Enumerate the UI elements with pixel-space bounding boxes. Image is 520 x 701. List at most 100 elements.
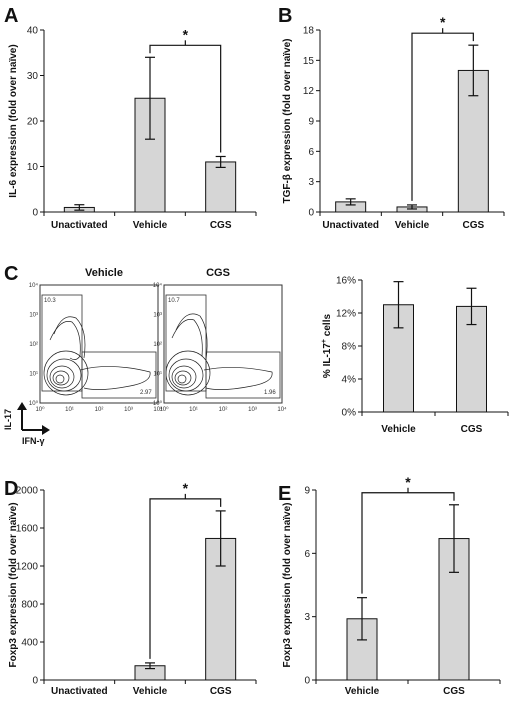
chart-tgfb: 0 3 6 9 12 15 18 Unactivated Vehicle CGS TGF-β exp… (282, 14, 505, 231)
flow-frame-vehicle (39, 284, 159, 404)
y-tick-label: 12% (336, 309, 356, 320)
gate-upper-value-cgs: 10.7 (168, 298, 180, 304)
bar-cgs (457, 69, 489, 213)
y-tick-label: 12 (303, 86, 315, 97)
y-tick-label: 18 (303, 26, 315, 37)
gate-upper-vehicle (41, 294, 83, 392)
y-tick-label: 0 (304, 676, 310, 687)
y-tick-label: 8% (342, 342, 357, 353)
gate-lower-vehicle (81, 351, 157, 399)
flow-x-tick-label: 10³ (124, 407, 133, 413)
category-label-cgs: CGS (461, 424, 483, 435)
category-label-vehicle: Vehicle (133, 686, 168, 697)
y-tick-label: 3 (308, 177, 314, 188)
flow-title-vehicle: Vehicle (85, 267, 123, 279)
panel-letter-e: E (278, 483, 291, 505)
significance-star: * (440, 14, 446, 30)
y-tick-label: 20 (27, 117, 39, 128)
y-tick-label: 2000 (16, 486, 39, 497)
category-label-vehicle: Vehicle (133, 220, 168, 231)
y-tick-label: 15 (303, 56, 315, 67)
category-label-cgs: CGS (210, 220, 232, 231)
y-tick-label: 0% (342, 408, 357, 419)
flow-x-axis-label: IFN-γ (22, 436, 45, 446)
y-tick-label: 16% (336, 276, 356, 287)
y-axis-label: Foxp3 expression (fold over naïve) (282, 502, 293, 667)
y-tick-label: 30 (27, 71, 39, 82)
category-label-cgs: CGS (462, 220, 484, 231)
category-label-vehicle: Vehicle (381, 424, 416, 435)
y-tick-label: 1600 (16, 524, 39, 535)
flow-axis-arrows: IL-17 IFN-γ (3, 402, 50, 446)
flow-x-tick-label: 10⁴ (277, 406, 287, 413)
category-label-vehicle: Vehicle (345, 686, 380, 697)
category-label-unactivated: Unactivated (51, 220, 108, 231)
flow-y-tick-label: 10² (29, 342, 38, 348)
significance-star: * (183, 480, 189, 496)
flow-y-tick-label: 10¹ (29, 372, 38, 378)
y-axis-label: % IL-17+ cells (321, 314, 333, 379)
flow-y-tick-label: 10¹ (153, 372, 162, 378)
flow-x-tick-label: 10¹ (189, 407, 198, 413)
panel-letter-c: C (4, 263, 18, 285)
flow-y-tick-label: 10² (153, 342, 162, 348)
y-axis-label: IL-6 expression (fold over naïve) (8, 44, 19, 197)
significance-bracket (411, 32, 474, 201)
bar-cgs (205, 161, 237, 213)
flow-plot-cgs: CGS 10.7 1.96 10⁰10⁰10¹10¹10²10²10³10³10… (153, 267, 287, 413)
y-tick-label: 0 (308, 208, 314, 219)
category-label-cgs: CGS (443, 686, 465, 697)
panel-letter-b: B (278, 5, 292, 27)
flow-y-axis-label: IL-17 (3, 409, 13, 430)
flow-x-tick-label: 10² (219, 407, 228, 413)
contour-density-vehicle (43, 316, 151, 396)
significance-star: * (183, 26, 189, 42)
flow-title-cgs: CGS (206, 267, 230, 279)
flow-x-tick-label: 10⁰ (159, 406, 169, 413)
contour-density-cgs (165, 313, 273, 396)
flow-plot-vehicle: Vehicle 10.3 2.97 10⁰10⁰10¹10¹10²10²10³1… (29, 267, 163, 413)
category-label-unactivated: Unactivated (51, 686, 108, 697)
chart-il6: 0 10 20 30 40 Unactivated Vehicle CGS IL-6 expre… (8, 26, 257, 231)
category-label-cgs: CGS (210, 686, 232, 697)
gate-lower-cgs (205, 351, 281, 399)
chart-foxp3-two-groups: 0 3 6 9 Vehicle CGS Foxp3 expression (fold ove… (282, 474, 501, 697)
flow-x-tick-label: 10¹ (65, 407, 74, 413)
y-tick-label: 10 (27, 162, 39, 173)
y-tick-label: 0 (32, 676, 38, 687)
flow-x-tick-label: 10⁰ (35, 406, 45, 413)
y-axis-label: Foxp3 expression (fold over naïve) (8, 502, 19, 667)
gate-lower-value-cgs: 1.96 (264, 390, 276, 396)
y-tick-label: 9 (308, 117, 314, 128)
flow-y-tick-label: 10⁴ (29, 282, 39, 289)
chart-il17-percent: 0% 4% 8% 12% 16% Vehicle CGS % IL-17+ cells (321, 276, 509, 435)
chart-foxp3-three-groups: 0 400 800 1200 1600 2000 Unactivated Vehicle CGS… (8, 480, 257, 697)
flow-y-tick-label: 10³ (153, 313, 162, 319)
significance-bracket (361, 492, 455, 594)
category-label-vehicle: Vehicle (395, 220, 430, 231)
y-tick-label: 800 (21, 600, 38, 611)
y-tick-label: 40 (27, 26, 39, 37)
y-tick-label: 0 (32, 208, 38, 219)
flow-x-tick-label: 10² (95, 407, 104, 413)
y-axis-label: TGF-β expression (fold over naïve) (282, 38, 293, 203)
flow-frame-cgs (163, 284, 283, 404)
flow-x-tick-label: 10³ (248, 407, 257, 413)
significance-star: * (405, 474, 411, 490)
category-label-unactivated: Unactivated (322, 220, 379, 231)
y-tick-label: 6 (308, 147, 314, 158)
flow-y-tick-label: 10⁰ (29, 400, 39, 407)
y-tick-label: 6 (304, 549, 310, 560)
gate-lower-value-vehicle: 2.97 (140, 390, 152, 396)
flow-y-tick-label: 10⁴ (153, 282, 163, 289)
flow-x-tick-label: 10⁴ (153, 406, 163, 413)
gate-upper-value-vehicle: 10.3 (44, 298, 56, 304)
gate-upper-cgs (165, 294, 207, 392)
y-tick-label: 400 (21, 638, 38, 649)
flow-y-tick-label: 10⁰ (153, 400, 163, 407)
y-tick-label: 1200 (16, 562, 39, 573)
y-tick-label: 3 (304, 612, 310, 623)
